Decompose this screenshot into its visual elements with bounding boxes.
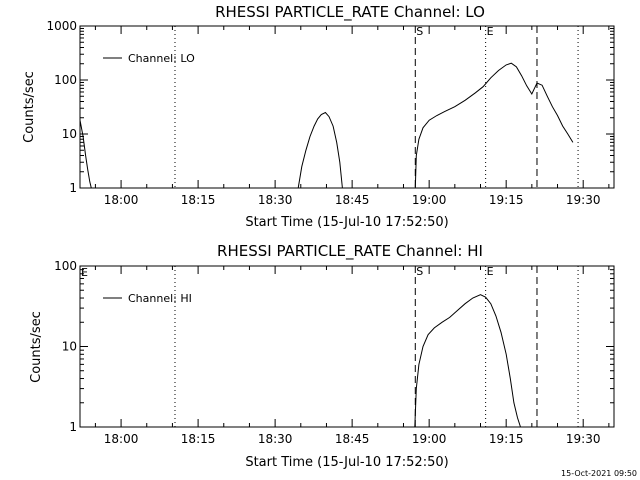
y-axis-label-lo: Counts/sec bbox=[22, 71, 37, 143]
y-tick-label: 10 bbox=[62, 127, 77, 141]
series-line bbox=[297, 111, 343, 189]
x-tick-label: 18:45 bbox=[335, 193, 370, 207]
x-axis-label-lo: Start Time (15-Jul-10 17:52:50) bbox=[245, 215, 448, 230]
x-tick-label: 19:30 bbox=[566, 432, 601, 446]
y-tick-label: 1000 bbox=[46, 19, 77, 33]
x-tick-label: 18:30 bbox=[258, 193, 293, 207]
x-tick-label: 18:15 bbox=[181, 193, 216, 207]
legend-label-lo: Channel: LO bbox=[128, 52, 195, 65]
y-axis-ticks-lo: 1 10 100 1000 bbox=[46, 19, 614, 195]
x-tick-label: 18:15 bbox=[181, 432, 216, 446]
series-line bbox=[79, 120, 92, 189]
x-tick-label: 19:00 bbox=[412, 193, 447, 207]
x-axis-ticks-hi: 18:00 18:15 18:30 18:45 19:00 19:15 19:30 bbox=[94, 266, 610, 446]
y-tick-label: 1 bbox=[69, 420, 77, 434]
event-line-label: S bbox=[416, 25, 423, 38]
corner-marker-hi: E bbox=[81, 266, 88, 279]
event-line-label: E bbox=[487, 265, 494, 278]
x-tick-label: 18:00 bbox=[104, 193, 139, 207]
event-line-label: S bbox=[416, 265, 423, 278]
y-tick-label: 100 bbox=[54, 259, 77, 273]
x-tick-label: 19:30 bbox=[566, 193, 601, 207]
y-tick-label: 100 bbox=[54, 73, 77, 87]
x-tick-label: 18:00 bbox=[104, 432, 139, 446]
x-tick-label: 19:15 bbox=[489, 432, 524, 446]
plot-timestamp: 15-Oct-2021 09:50 bbox=[561, 469, 637, 478]
x-axis-label-hi: Start Time (15-Jul-10 17:52:50) bbox=[245, 455, 448, 470]
x-tick-label: 18:30 bbox=[258, 432, 293, 446]
y-axis-ticks-hi: 1 10 100 bbox=[54, 259, 614, 434]
y-tick-label: 1 bbox=[69, 181, 77, 195]
series-line bbox=[414, 294, 521, 428]
legend-label-hi: Channel: HI bbox=[128, 292, 192, 305]
x-tick-label: 19:15 bbox=[489, 193, 524, 207]
event-line-label: E bbox=[487, 25, 494, 38]
chart-title-hi: RHESSI PARTICLE_RATE Channel: HI bbox=[217, 242, 483, 261]
x-tick-label: 18:45 bbox=[335, 432, 370, 446]
y-axis-label-hi: Counts/sec bbox=[29, 311, 44, 383]
series-lines-hi bbox=[414, 294, 521, 428]
y-tick-label: 10 bbox=[62, 340, 77, 354]
series-line bbox=[414, 62, 574, 189]
plot-frame-lo bbox=[79, 25, 615, 189]
x-axis-ticks-lo: 18:00 18:15 18:30 18:45 19:00 19:15 19:30 bbox=[94, 26, 610, 207]
plot-frame-hi bbox=[79, 265, 615, 428]
series-lines-lo bbox=[79, 62, 574, 189]
chart-title-lo: RHESSI PARTICLE_RATE Channel: LO bbox=[215, 3, 485, 22]
x-tick-label: 19:00 bbox=[412, 432, 447, 446]
